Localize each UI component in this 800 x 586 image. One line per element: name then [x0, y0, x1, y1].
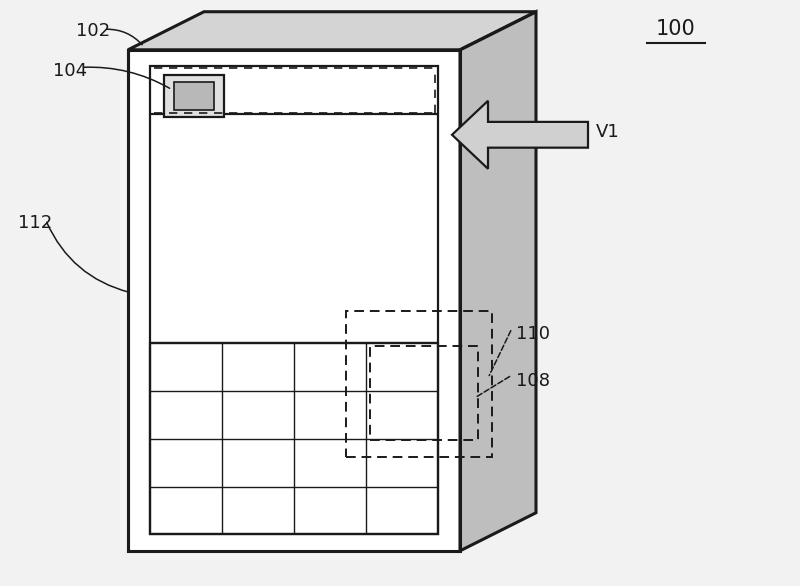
- Text: 112: 112: [18, 214, 52, 232]
- Text: 108: 108: [516, 372, 550, 390]
- Text: 104: 104: [53, 62, 87, 80]
- Bar: [164, 75, 224, 117]
- Polygon shape: [128, 12, 536, 50]
- Polygon shape: [460, 12, 536, 551]
- Text: 102: 102: [76, 22, 110, 40]
- Polygon shape: [150, 114, 438, 343]
- Bar: [174, 82, 214, 110]
- Polygon shape: [128, 50, 460, 551]
- Bar: [346, 311, 492, 457]
- Bar: [370, 346, 478, 440]
- Text: 110: 110: [516, 325, 550, 343]
- Text: 100: 100: [656, 19, 696, 39]
- Polygon shape: [150, 343, 438, 534]
- Text: V1: V1: [596, 123, 620, 141]
- Polygon shape: [452, 101, 588, 169]
